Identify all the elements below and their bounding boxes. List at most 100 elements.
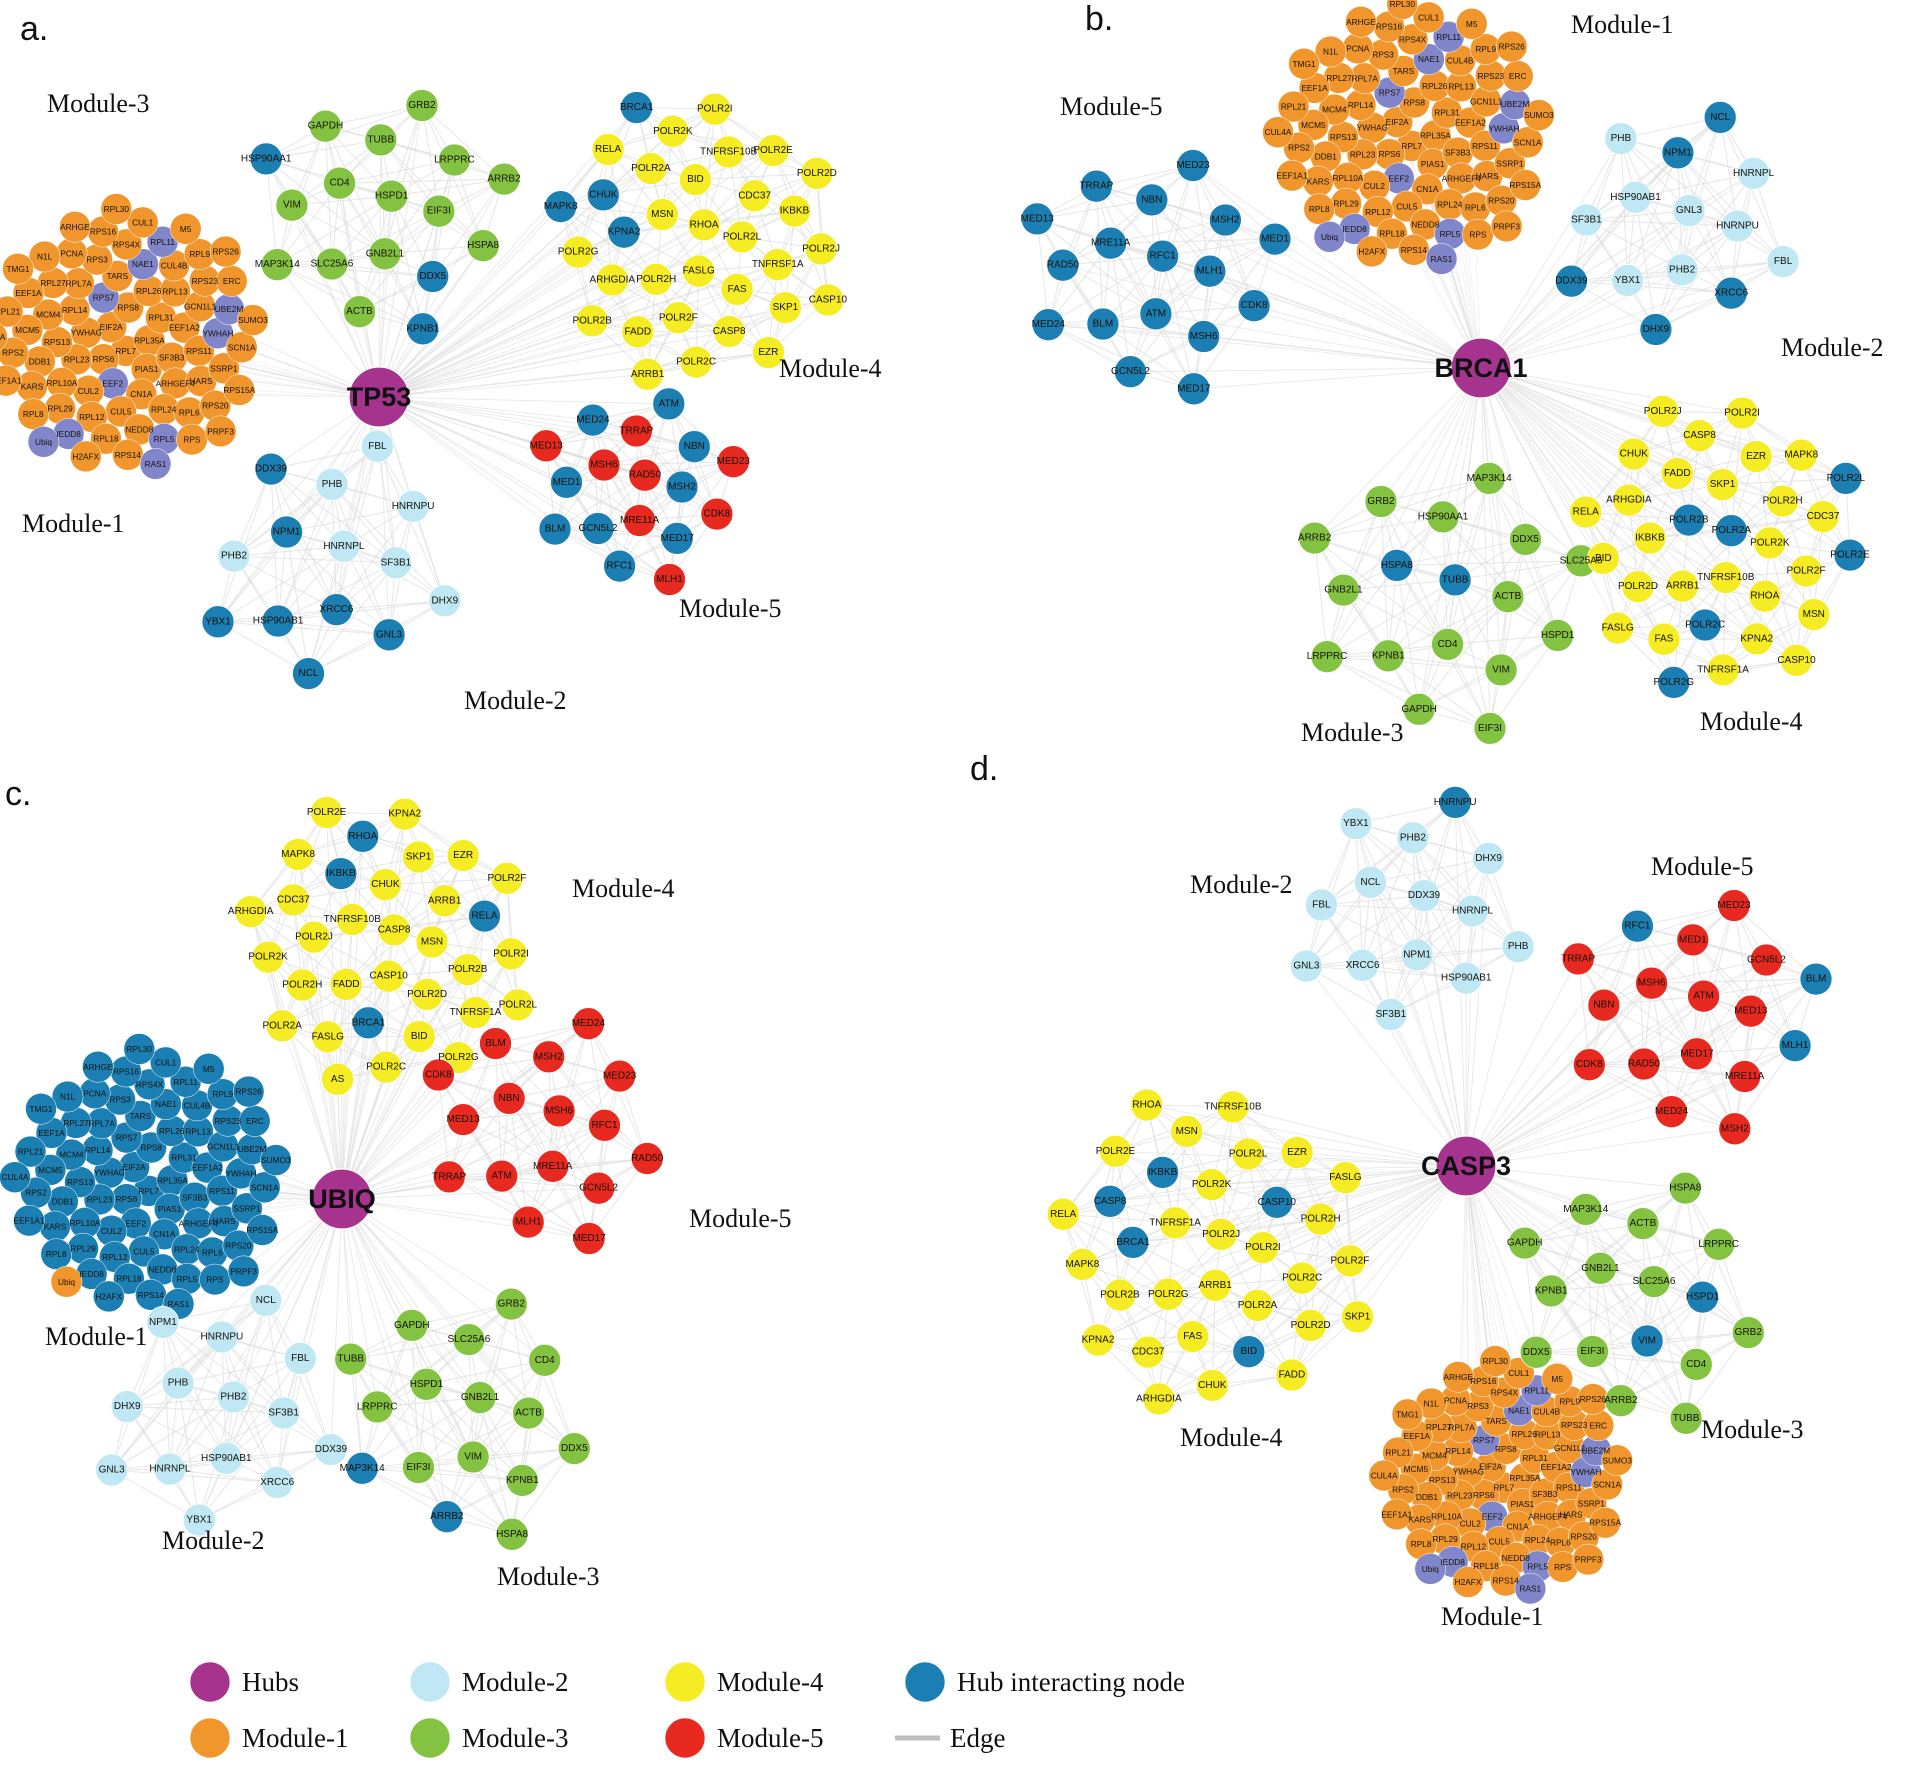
svg-text:BRCA1: BRCA1 (1434, 353, 1527, 383)
svg-text:PCNA: PCNA (60, 248, 84, 258)
svg-text:RPL13: RPL13 (185, 1126, 211, 1136)
svg-text:POLR2C: POLR2C (676, 357, 716, 368)
svg-text:EEF1A2: EEF1A2 (169, 323, 200, 333)
svg-text:CUL2: CUL2 (101, 1226, 123, 1236)
svg-text:RPS11: RPS11 (1472, 141, 1498, 151)
svg-text:RPS: RPS (1469, 230, 1487, 240)
svg-text:RPL27: RPL27 (63, 1118, 89, 1128)
svg-text:CD4: CD4 (330, 178, 350, 189)
svg-text:Module-1: Module-1 (1571, 10, 1674, 39)
svg-text:RPS14: RPS14 (1492, 1576, 1519, 1586)
svg-text:MRE11A: MRE11A (533, 1161, 573, 1172)
svg-text:KPNB1: KPNB1 (1535, 1285, 1568, 1296)
svg-text:d.: d. (970, 750, 998, 788)
svg-text:POLR2I: POLR2I (493, 948, 529, 959)
svg-text:ERC: ERC (1509, 71, 1527, 81)
svg-text:EZR: EZR (1287, 1147, 1307, 1158)
svg-text:PIAS1: PIAS1 (158, 1204, 182, 1214)
svg-text:RFC1: RFC1 (1624, 921, 1651, 932)
svg-text:RPS3: RPS3 (109, 1095, 131, 1105)
svg-text:RPL9: RPL9 (1559, 1396, 1580, 1406)
svg-text:BID: BID (411, 1031, 428, 1042)
svg-text:PHB: PHB (1508, 941, 1529, 952)
svg-text:TRRAP: TRRAP (432, 1171, 466, 1182)
svg-text:BLM: BLM (1093, 319, 1114, 330)
svg-text:YWHAG: YWHAG (71, 328, 102, 338)
svg-text:FBL: FBL (1312, 900, 1331, 911)
svg-text:TARS: TARS (1485, 1416, 1507, 1426)
svg-text:SSRP1: SSRP1 (233, 1203, 261, 1213)
svg-text:AS: AS (331, 1074, 345, 1085)
svg-text:RPS13: RPS13 (1429, 1475, 1456, 1485)
svg-text:ARRB2: ARRB2 (487, 174, 521, 185)
svg-text:KPNB1: KPNB1 (1372, 650, 1405, 661)
svg-text:ACTB: ACTB (1495, 591, 1522, 602)
svg-text:PRPF3: PRPF3 (230, 1266, 257, 1276)
svg-text:RPL7A: RPL7A (1449, 1422, 1476, 1432)
svg-text:EEF1A1: EEF1A1 (14, 1216, 45, 1226)
svg-text:EEF1A1: EEF1A1 (1277, 171, 1308, 181)
svg-text:RPL18: RPL18 (1473, 1561, 1499, 1571)
svg-text:ACTB: ACTB (346, 306, 373, 317)
svg-text:MED23: MED23 (1717, 900, 1751, 911)
svg-text:EEF1A1: EEF1A1 (1381, 1509, 1412, 1519)
svg-text:DDX5: DDX5 (1523, 1347, 1550, 1358)
svg-text:RPS15A: RPS15A (223, 385, 255, 395)
svg-text:Module-4: Module-4 (717, 1667, 824, 1697)
svg-text:RPL10A: RPL10A (69, 1218, 100, 1228)
svg-text:GCN1L1: GCN1L1 (184, 301, 217, 311)
svg-text:POLR2K: POLR2K (1192, 1179, 1232, 1190)
svg-text:RPS7: RPS7 (93, 293, 115, 303)
svg-text:RPL11: RPL11 (150, 237, 175, 247)
svg-text:CASP10: CASP10 (1258, 1197, 1297, 1208)
svg-text:RAD50: RAD50 (1628, 1059, 1661, 1070)
svg-text:GNB2L1: GNB2L1 (1324, 585, 1363, 596)
svg-text:RPS3: RPS3 (1372, 50, 1394, 60)
svg-text:YBX1: YBX1 (186, 1515, 212, 1526)
svg-text:CASP8: CASP8 (1094, 1196, 1127, 1207)
svg-text:HSP90AB1: HSP90AB1 (253, 616, 304, 627)
svg-text:RFC1: RFC1 (607, 561, 634, 572)
svg-text:RPS14: RPS14 (1401, 245, 1428, 255)
svg-text:RPL5: RPL5 (1527, 1561, 1548, 1571)
svg-text:NBN: NBN (1593, 1000, 1614, 1011)
svg-text:POLR2L: POLR2L (1827, 473, 1866, 484)
svg-text:RPS8: RPS8 (140, 1143, 162, 1153)
svg-text:CN1A: CN1A (1416, 184, 1439, 194)
svg-text:CDK8: CDK8 (704, 509, 731, 520)
svg-text:HSPA8: HSPA8 (496, 1529, 528, 1540)
svg-text:RPL12: RPL12 (1461, 1542, 1487, 1552)
svg-text:VIM: VIM (464, 1452, 482, 1463)
svg-text:DDX39: DDX39 (1408, 890, 1441, 901)
svg-text:HSPA8: HSPA8 (467, 240, 499, 251)
svg-text:CHUK: CHUK (589, 189, 618, 200)
svg-text:RPL29: RPL29 (1432, 1534, 1458, 1544)
svg-text:RPL6: RPL6 (179, 408, 200, 418)
svg-text:POLR2C: POLR2C (1685, 620, 1725, 631)
svg-text:ARHGE: ARHGE (60, 222, 90, 232)
svg-text:YWHAH: YWHAH (202, 328, 233, 338)
svg-text:RPS16: RPS16 (90, 227, 117, 237)
svg-text:DDX39: DDX39 (1555, 276, 1588, 287)
svg-text:VIM: VIM (283, 200, 301, 211)
svg-text:MED17: MED17 (572, 1233, 606, 1244)
svg-text:RPL31: RPL31 (1434, 108, 1460, 118)
svg-text:RPS26: RPS26 (235, 1087, 262, 1097)
svg-text:RPS8: RPS8 (1403, 98, 1425, 108)
svg-text:CUL4A: CUL4A (2, 1172, 29, 1182)
svg-text:DHX9: DHX9 (431, 595, 458, 606)
svg-text:POLR2J: POLR2J (1202, 1229, 1240, 1240)
svg-text:GAPDH: GAPDH (1507, 1238, 1543, 1249)
svg-text:UBIQ: UBIQ (308, 1184, 376, 1214)
svg-text:RPL18: RPL18 (93, 434, 119, 444)
svg-text:SF3B3: SF3B3 (182, 1193, 208, 1203)
svg-text:MLH1: MLH1 (1782, 1040, 1809, 1051)
svg-text:EEF1A2: EEF1A2 (1455, 118, 1486, 128)
svg-text:YWHAH: YWHAH (1570, 1467, 1601, 1477)
svg-text:RPL5: RPL5 (177, 1274, 198, 1284)
svg-text:CDC37: CDC37 (738, 190, 771, 201)
svg-text:RPL21: RPL21 (1385, 1448, 1411, 1458)
svg-text:NPM1: NPM1 (273, 527, 301, 538)
svg-text:Module-4: Module-4 (1180, 1423, 1283, 1452)
svg-text:GNL3: GNL3 (376, 629, 403, 640)
